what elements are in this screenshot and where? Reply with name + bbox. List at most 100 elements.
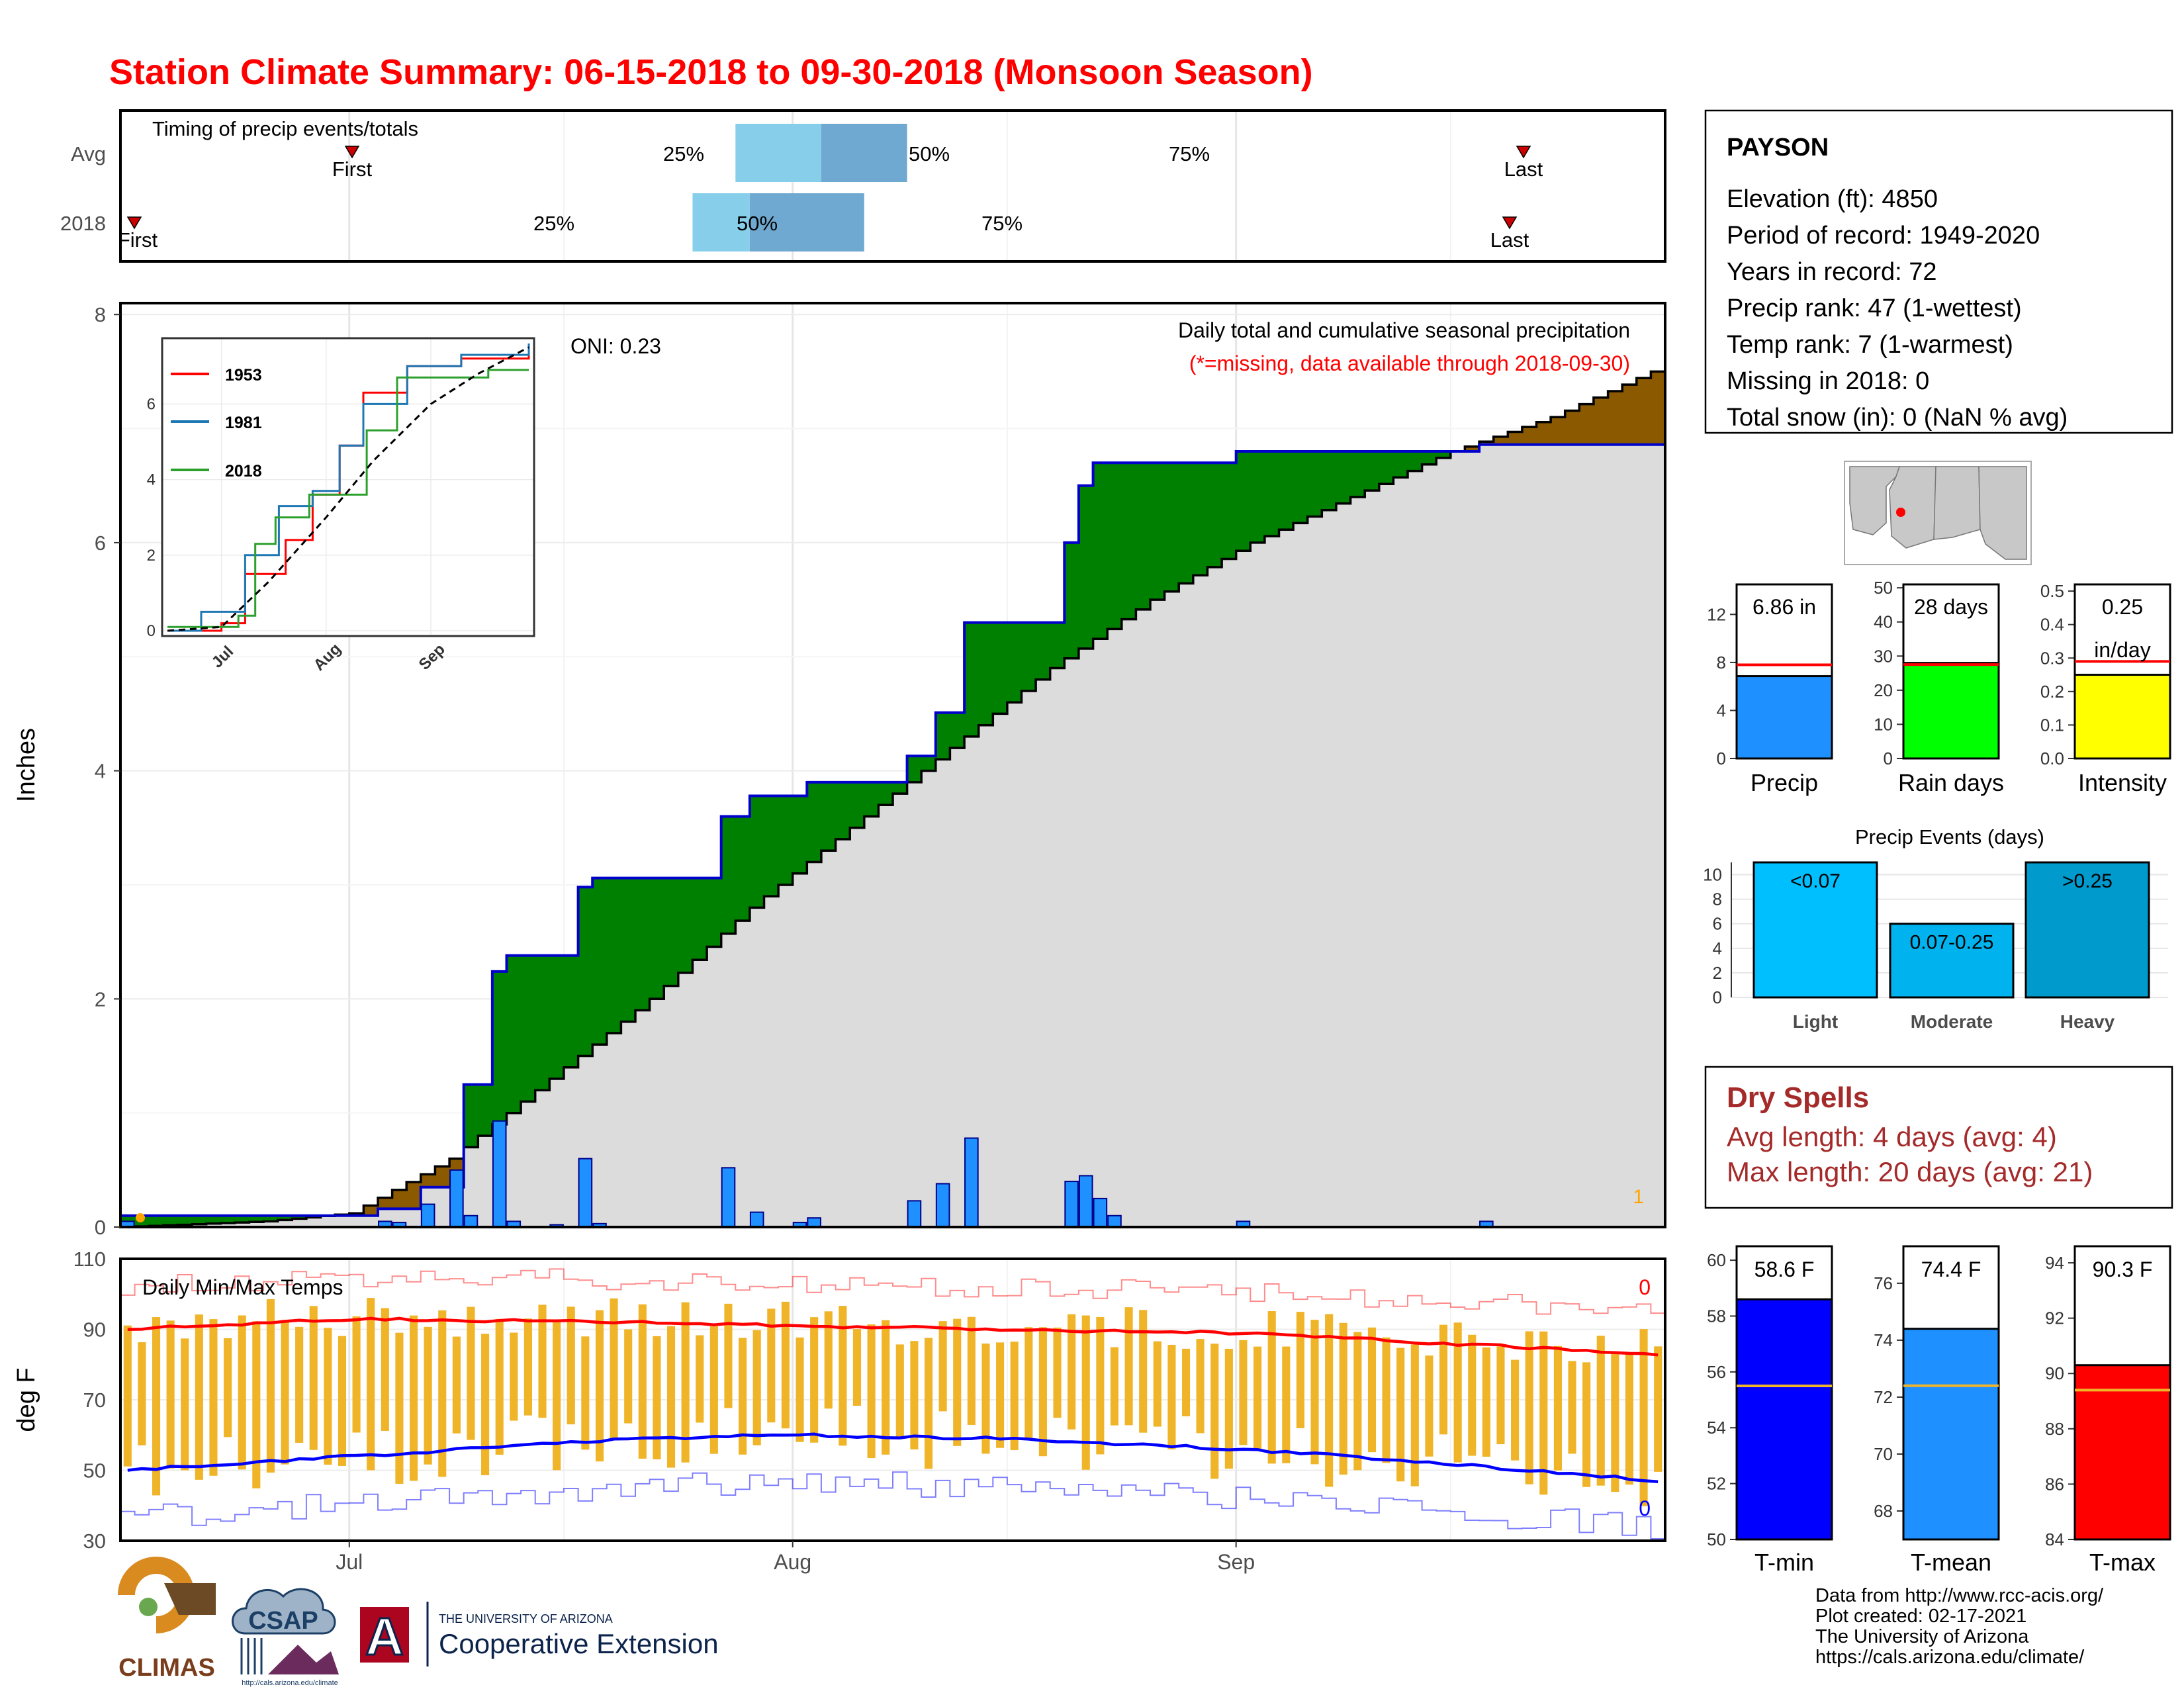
timing-panel: Timing of precip events/totals Avg 2018 …: [60, 109, 1666, 263]
temp-summary-t-max: 84 86 88 90 92 94 90.3 F T-max: [2045, 1245, 2171, 1576]
temp-summary-label: T-min: [1754, 1549, 1814, 1576]
timing-2018-q25-label: 25%: [533, 212, 574, 235]
oni-label: ONI: 0.23: [570, 334, 661, 358]
daily-temp-range-bar: [467, 1306, 475, 1440]
daily-temp-range-bar: [1239, 1340, 1248, 1445]
precip-events-title: Precip Events (days): [1855, 825, 2044, 848]
daily-temp-range-bar: [1282, 1346, 1291, 1463]
daily-temp-range-bar: [1639, 1329, 1648, 1506]
daily-temp-range-bar: [1654, 1346, 1662, 1472]
timing-avg-q75-label: 75%: [1169, 142, 1210, 165]
summary-y-tick-label: 40: [1874, 612, 1893, 632]
daily-temp-range-bar: [1110, 1347, 1119, 1426]
summary-y-tick-label: 0.2: [2040, 682, 2064, 702]
daily-precip-bar: [1064, 1181, 1079, 1227]
summary-bar-label: Precip: [1751, 769, 1818, 796]
map-texas: [1978, 466, 2027, 560]
temp-summary-y-tick-label: 54: [1707, 1418, 1726, 1438]
daily-temp-range-bar: [981, 1344, 990, 1454]
daily-temp-range-bar: [1096, 1316, 1105, 1455]
inset-average-line: [167, 346, 529, 632]
daily-temp-range-bar: [1482, 1347, 1490, 1457]
daily-max-extreme-line: [120, 1268, 1665, 1315]
timing-2018-first-label: First: [118, 228, 158, 251]
daily-temp-range-bar: [295, 1326, 304, 1443]
summary-y-tick-label: 30: [1874, 646, 1893, 666]
inset-line-1981: [167, 343, 530, 632]
temp-summary-t-min: 50 52 54 56 58 60 58.6 F T-min: [1707, 1245, 1833, 1576]
daily-temp-range-bar: [953, 1318, 962, 1446]
daily-temp-range-bar: [252, 1321, 261, 1488]
temp-y-tick-label: 50: [83, 1459, 106, 1483]
daily-temp-range-bar: [1153, 1341, 1161, 1427]
precip-y-tick-label: 4: [95, 760, 106, 783]
daily-temp-range-bar: [1496, 1346, 1505, 1445]
daily-temp-range-bar: [1410, 1344, 1419, 1486]
temp-summary-t-mean: 68 70 72 74 76 74.4 F T-mean: [1874, 1245, 2000, 1576]
timing-avg-last-label: Last: [1504, 158, 1543, 181]
daily-temp-range-bar: [1367, 1327, 1377, 1453]
events-bar-light: [1752, 861, 1878, 999]
average-max-temp-line: [127, 1316, 1659, 1357]
inset-frame: [161, 337, 535, 637]
location-map: [1844, 461, 2032, 565]
temp-summary-y-tick-label: 50: [1707, 1530, 1726, 1549]
daily-temp-range-bar: [1010, 1342, 1019, 1450]
daily-temp-range-bar: [1511, 1359, 1520, 1461]
daily-temp-range-bar: [523, 1318, 532, 1416]
station-info-box: PAYSON Elevation (ft): 4850 Period of rec…: [1704, 109, 2173, 434]
daily-temp-range-bar: [610, 1298, 618, 1439]
summary-y-tick-label: 0.4: [2040, 615, 2064, 635]
temp-summary-bars: 50 52 54 56 58 60 58.6 F T-min 68 70 72 74 76 74.4 F T…: [1707, 1245, 2171, 1576]
ua-logo-letter: A: [365, 1607, 404, 1666]
precip-y-tick-label: 8: [95, 303, 106, 326]
daily-temp-range-bar: [1611, 1351, 1619, 1492]
map-new-mexico: [1933, 466, 1981, 540]
daily-temp-range-bar: [381, 1308, 389, 1431]
daily-temp-range-bar: [166, 1320, 175, 1469]
temp-summary-y-tick-label: 86: [2045, 1474, 2064, 1494]
daily-temp-range-bar: [796, 1337, 804, 1442]
station-info-line: Missing in 2018: 0: [1727, 367, 1929, 395]
station-info-line: Temp rank: 7 (1-warmest): [1727, 331, 2013, 359]
csap-logo-text: CSAP: [248, 1607, 318, 1635]
daily-precip-bar: [807, 1217, 821, 1227]
temp-summary-y-tick-label: 56: [1707, 1362, 1726, 1382]
temp-summary-y-tick-label: 90: [2045, 1363, 2064, 1383]
timing-row-2018-label: 2018: [60, 212, 106, 235]
timing-2018-last-label: Last: [1490, 228, 1529, 251]
daily-temp-range-bar: [481, 1334, 490, 1475]
missing-count: 1: [1633, 1186, 1644, 1208]
daily-precip-bar: [749, 1211, 764, 1227]
temp-summary-y-tick-label: 88: [2045, 1419, 2064, 1439]
daily-temp-range-bar: [567, 1306, 575, 1425]
legend-label-1953: 1953: [225, 366, 262, 385]
timing-Avg-q25-q50-bar: [735, 124, 821, 182]
daily-temp-range-bar: [739, 1338, 747, 1455]
summary-y-tick-label: 50: [1874, 578, 1893, 598]
daily-precip-bar: [1093, 1197, 1108, 1227]
daily-temp-range-bar: [653, 1336, 661, 1459]
daily-temp-range-bar: [1396, 1348, 1405, 1482]
daily-precip-bar: [578, 1158, 593, 1227]
timing-avg-first-label: First: [332, 158, 373, 181]
daily-temp-range-bar: [938, 1321, 947, 1412]
map-arizona: [1889, 466, 1936, 549]
daily-temp-range-bar: [1325, 1314, 1334, 1487]
daily-temp-range-bar: [181, 1338, 189, 1471]
ua-logo: A THE UNIVERSITY OF ARIZONA Cooperative …: [360, 1602, 719, 1667]
inset-y-tick-label: 0: [147, 622, 156, 640]
temp-panel-frame: [119, 1257, 1666, 1542]
events-y-tick-label: 8: [1713, 890, 1722, 909]
daily-temp-range-bar: [452, 1336, 461, 1434]
daily-temp-range-bar: [352, 1316, 361, 1433]
ua-logo-big-text: Cooperative Extension: [439, 1628, 719, 1659]
daily-temp-range-bar: [824, 1311, 833, 1409]
min-record-count: 0: [1639, 1496, 1651, 1520]
daily-temp-range-bar: [1310, 1320, 1319, 1465]
daily-temp-range-bar: [324, 1328, 332, 1465]
timing-2018-q50-q75-bar: [749, 193, 864, 251]
summary-y-tick-label: 0.1: [2040, 715, 2064, 735]
inset-legend: 1953 1981 2018: [171, 366, 262, 480]
